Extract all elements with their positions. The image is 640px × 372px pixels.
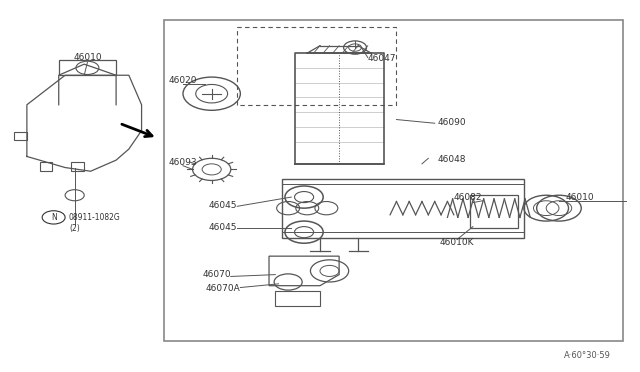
Bar	[470, 195, 518, 228]
Text: 46047: 46047	[368, 54, 396, 63]
Text: 46010: 46010	[565, 193, 594, 202]
Text: 46048: 46048	[438, 154, 467, 164]
Text: 46093: 46093	[169, 158, 197, 167]
Text: (2): (2)	[69, 224, 80, 233]
Text: 46045: 46045	[209, 201, 237, 210]
Bar	[164, 20, 623, 341]
Text: 46045: 46045	[209, 223, 237, 232]
Text: 46082: 46082	[454, 193, 483, 202]
Text: 46010: 46010	[73, 53, 102, 62]
Text: 46070A: 46070A	[205, 284, 241, 293]
Text: 08911-1082G: 08911-1082G	[68, 213, 120, 222]
Text: 46070: 46070	[202, 270, 231, 279]
Text: 46010K: 46010K	[440, 238, 474, 247]
Text: 46020: 46020	[169, 76, 197, 85]
Text: N: N	[51, 213, 56, 222]
Text: A·60°30·59: A·60°30·59	[564, 350, 611, 360]
Text: 46090: 46090	[438, 118, 467, 126]
